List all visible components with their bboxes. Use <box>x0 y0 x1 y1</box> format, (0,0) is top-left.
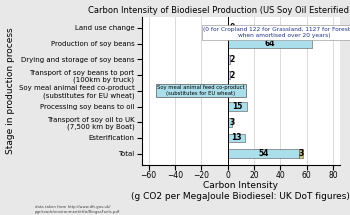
Bar <box>228 134 245 142</box>
Text: 2: 2 <box>229 55 234 64</box>
Bar <box>228 55 230 64</box>
Bar <box>228 102 247 111</box>
Text: 0: 0 <box>229 23 234 32</box>
Text: 13: 13 <box>231 134 241 143</box>
Bar <box>299 149 303 158</box>
Bar <box>228 39 312 48</box>
Text: 3: 3 <box>298 149 303 158</box>
Bar <box>228 118 232 127</box>
Text: Soy meal animal feed co-product
(substitutes for EU wheat): Soy meal animal feed co-product (substit… <box>157 85 245 96</box>
Text: -41: -41 <box>159 86 173 95</box>
Text: 2: 2 <box>229 71 234 80</box>
Text: 64: 64 <box>265 39 275 48</box>
Title: Carbon Intensity of Biodiesel Production (US Soy Oil Esterified in the UK): Carbon Intensity of Biodiesel Production… <box>88 6 350 15</box>
X-axis label: Carbon Intensity
(g CO2 per MegaJoule Biodiesel: UK DoT figures): Carbon Intensity (g CO2 per MegaJoule Bi… <box>131 181 350 201</box>
Bar <box>228 149 299 158</box>
Text: (0 for Cropland 122 for Grassland, 1127 for Forest land
when amortised over 20 y: (0 for Cropland 122 for Grassland, 1127 … <box>203 27 350 38</box>
Text: 54: 54 <box>258 149 268 158</box>
Bar <box>228 71 230 79</box>
Text: 15: 15 <box>232 102 243 111</box>
Bar <box>174 86 228 95</box>
Y-axis label: Stage in production process: Stage in production process <box>6 28 15 154</box>
Text: 3: 3 <box>230 118 235 127</box>
Text: data taken from http://www.dft.gov.uk/
pgr/roads/environment/rtfo/BiogasFuels.pd: data taken from http://www.dft.gov.uk/ p… <box>35 205 120 214</box>
